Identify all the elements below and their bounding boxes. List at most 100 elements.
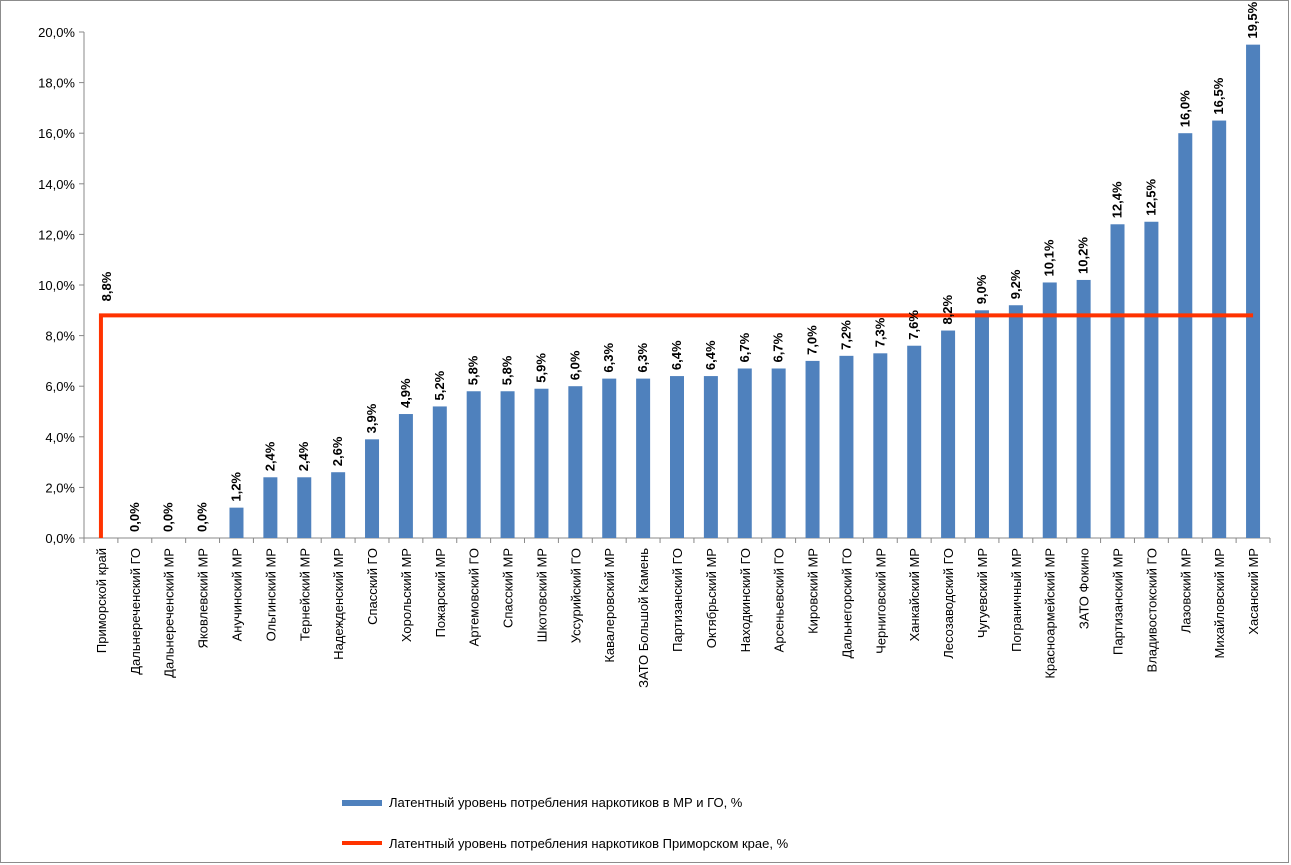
bar — [907, 345, 922, 538]
y-tick-label: 0,0% — [45, 531, 75, 546]
x-tick-label: Ханкайский МР — [907, 548, 922, 641]
x-tick-label: Тернейский МР — [297, 548, 312, 641]
bar — [1076, 279, 1091, 538]
x-tick-label: Чугуевский МР — [975, 548, 990, 638]
data-label: 19,5% — [1245, 1, 1260, 38]
x-tick-label: Партизанский МР — [1111, 548, 1126, 655]
x-tick-label: Хорольский МР — [399, 548, 414, 642]
x-tick-label: Пограничный МР — [1009, 548, 1024, 652]
x-tick-label: Яковлевский МР — [196, 548, 211, 648]
x-tick-label: Арсеньевский ГО — [772, 548, 787, 652]
x-tick-label: Черниговский МР — [873, 548, 888, 654]
data-label: 12,4% — [1110, 181, 1125, 218]
x-tick-label: Шкотовский МР — [534, 548, 549, 642]
x-tick-label: Хасанский МР — [1246, 548, 1261, 635]
x-tick-label: Дальнереченский МР — [162, 548, 177, 678]
region-line-label: 8,8% — [99, 271, 114, 301]
data-label: 6,3% — [635, 343, 650, 373]
bar — [974, 310, 989, 538]
bar — [771, 368, 786, 538]
x-tick-label: Лесозаводский ГО — [941, 548, 956, 659]
data-label: 10,1% — [1042, 239, 1057, 276]
data-label: 6,4% — [669, 340, 684, 370]
data-label: 5,8% — [466, 355, 481, 385]
bar — [737, 368, 752, 538]
y-tick-label: 10,0% — [38, 278, 75, 293]
x-tick-label: Красноармейский МР — [1043, 548, 1058, 679]
data-label: 7,3% — [872, 317, 887, 347]
bar — [1110, 224, 1125, 538]
x-tick-label: Михайловский МР — [1212, 548, 1227, 658]
x-axis-ticks: Приморской край Дальнереченский ГО Дальнер… — [94, 548, 1261, 688]
y-tick-label: 20,0% — [38, 25, 75, 40]
data-label: 1,2% — [228, 472, 243, 502]
bar — [839, 355, 854, 538]
data-label: 0,0% — [127, 502, 142, 532]
data-label: 6,7% — [737, 332, 752, 362]
data-label: 8,2% — [940, 294, 955, 324]
y-tick-label: 18,0% — [38, 76, 75, 91]
data-label: 7,6% — [906, 310, 921, 340]
bar — [636, 378, 651, 538]
legend-swatch-bars — [342, 800, 382, 806]
y-tick-label: 6,0% — [45, 379, 75, 394]
x-tick-label: Находкинский ГО — [738, 548, 753, 652]
x-tick-label: Дальнегорский ГО — [839, 548, 854, 658]
y-tick-label: 2,0% — [45, 480, 75, 495]
x-tick-label: Уссурийский ГО — [568, 548, 583, 643]
region-line — [98, 313, 1254, 538]
bar — [331, 472, 346, 538]
x-tick-label: Партизанский ГО — [670, 548, 685, 652]
data-label: 2,4% — [296, 441, 311, 471]
y-tick-label: 16,0% — [38, 126, 75, 141]
data-label: 3,9% — [364, 403, 379, 433]
bar — [568, 386, 583, 538]
x-tick-label: Октябрьский МР — [704, 548, 719, 648]
x-tick-label: Анучинский МР — [229, 548, 244, 641]
data-label: 10,2% — [1076, 237, 1091, 274]
bar — [229, 507, 244, 538]
bar — [432, 406, 447, 538]
data-label: 6,4% — [703, 340, 718, 370]
bar — [873, 353, 888, 538]
bars — [229, 44, 1261, 539]
x-tick-label: Кировский МР — [806, 548, 821, 634]
data-label: 0,0% — [161, 502, 176, 532]
region-line-path — [98, 313, 1254, 538]
y-tick-label: 12,0% — [38, 227, 75, 242]
bar — [534, 388, 549, 538]
bar — [398, 414, 413, 538]
bar — [805, 360, 820, 538]
x-tick-label: Артемовский ГО — [467, 548, 482, 646]
x-tick-label: Надежденский МР — [331, 548, 346, 660]
x-tick-label: Ольгинский МР — [263, 548, 278, 641]
bar — [466, 391, 481, 538]
bar — [1212, 120, 1227, 539]
data-label: 16,5% — [1211, 77, 1226, 114]
data-label: 5,9% — [533, 353, 548, 383]
bar — [365, 439, 380, 538]
bar — [500, 391, 515, 538]
x-tick-label: Спасский ГО — [365, 548, 380, 625]
bar — [1008, 305, 1023, 538]
x-tick-label: Приморской край — [94, 548, 109, 653]
data-label: 7,2% — [838, 320, 853, 350]
legend-label-line: Латентный уровень потребления наркотиков… — [389, 836, 789, 851]
x-tick-label: Кавалеровский МР — [602, 548, 617, 663]
data-label: 6,0% — [567, 350, 582, 380]
x-tick-label: Владивостокский ГО — [1144, 548, 1159, 672]
bar — [602, 378, 617, 538]
bar — [1246, 44, 1261, 539]
data-label: 6,3% — [601, 343, 616, 373]
data-label: 5,2% — [432, 370, 447, 400]
y-tick-label: 8,0% — [45, 329, 75, 344]
x-tick-label: Лазовский МР — [1178, 548, 1193, 633]
legend-label-bars: Латентный уровень потребления наркотиков… — [389, 795, 743, 810]
data-label: 5,8% — [500, 355, 515, 385]
data-label: 16,0% — [1177, 90, 1192, 127]
bar — [1042, 282, 1057, 538]
data-label: 7,0% — [805, 325, 820, 355]
bar — [703, 376, 718, 538]
